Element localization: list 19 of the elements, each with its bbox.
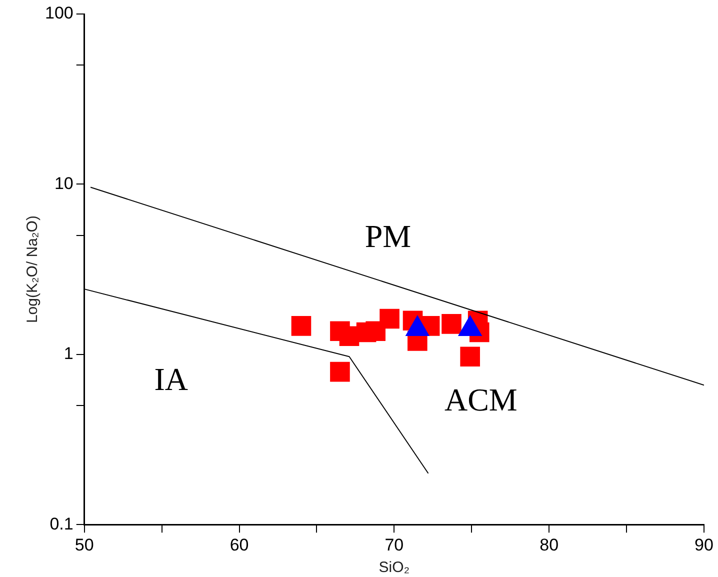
x-axis-title: SiO₂ — [378, 559, 410, 576]
annotation: PM — [364, 218, 412, 254]
x-tick-label: 80 — [540, 535, 559, 554]
point — [291, 316, 312, 336]
y-axis-title: Log(K₂O/ Na₂O) — [24, 216, 42, 324]
annotation: IA — [154, 361, 188, 398]
y-tick-label: 1 — [64, 344, 74, 364]
x-tick-label: 60 — [230, 535, 249, 554]
x-tick-label: 90 — [694, 535, 714, 554]
y-tick-label: 0.1 — [50, 514, 74, 534]
x-tick-label: 70 — [384, 535, 404, 554]
point — [442, 314, 462, 334]
x-tick-label: 50 — [74, 535, 94, 554]
point — [380, 308, 400, 329]
annotation: ACM — [444, 381, 518, 418]
y-tick-label: 10 — [54, 174, 74, 193]
point — [330, 362, 350, 382]
y-tick-label: 100 — [44, 4, 74, 23]
point — [460, 346, 480, 367]
